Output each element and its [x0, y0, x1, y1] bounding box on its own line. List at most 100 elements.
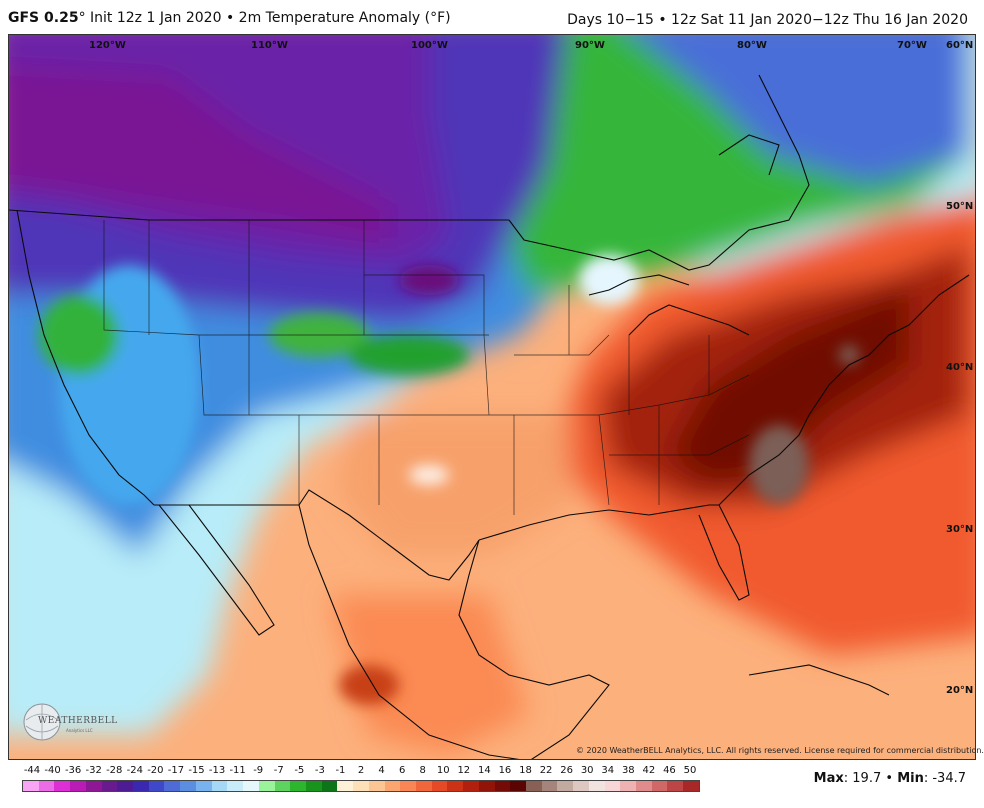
colorbar-swatch	[683, 781, 699, 791]
colorbar-tick-label: -28	[106, 765, 123, 776]
colorbar-swatch	[227, 781, 244, 791]
mexico-gulf-coast	[458, 539, 610, 759]
colorbar-ticks: -44 -40 -36 -32 -28 -24 -20 -17 -15 -13 -11 -9 -7 -5-…	[22, 765, 700, 778]
colorbar-swatch	[415, 781, 432, 791]
lake-erie	[628, 304, 750, 336]
max-value: 19.7	[852, 771, 882, 786]
colorbar-swatch	[211, 781, 228, 791]
colorbar-swatch	[180, 781, 196, 791]
colorbar-tick-label: -24	[126, 765, 143, 776]
colorbar-tick-label: 26	[560, 765, 573, 776]
colorbar-swatch	[148, 781, 165, 791]
lat-label-20n: 20°N	[946, 685, 973, 696]
valid-period: Days 10−15 • 12z Sat 11 Jan 2020−12z Thu…	[567, 12, 968, 28]
colorbar-tick-label: 34	[601, 765, 615, 776]
us-canada-border	[9, 209, 509, 221]
colorbar-tick-label: 30	[580, 765, 594, 776]
variable-name: 2m Temperature Anomaly (°F)	[238, 10, 451, 26]
lat-label-30n: 30°N	[946, 524, 973, 535]
colorbar-tick-label: -40	[44, 765, 61, 776]
colorbar-swatch	[463, 781, 479, 791]
colorbar-swatch	[337, 781, 354, 791]
colorbar	[22, 780, 700, 792]
colorbar-tick-label: 2	[357, 765, 365, 776]
colorbar-swatch	[70, 781, 86, 791]
min-value: -34.7	[932, 771, 966, 786]
colorbar-tick-label: -32	[85, 765, 102, 776]
colorbar-tick-label: -9	[253, 765, 264, 776]
colorbar-swatch	[588, 781, 605, 791]
colorbar-swatch	[400, 781, 416, 791]
colorbar-tick-label: 10	[436, 765, 450, 776]
maxmin-bullet: •	[885, 771, 894, 786]
colorbar-swatch	[573, 781, 589, 791]
colorbar-tick-label: 16	[498, 765, 512, 776]
colorbar-swatch	[117, 781, 134, 791]
colorbar-tick-label: 18	[519, 765, 532, 776]
colorbar-tick-label: -5	[294, 765, 305, 776]
colorbar-swatch	[526, 781, 542, 791]
colorbar-tick-label: 4	[378, 765, 385, 776]
state-lines	[103, 220, 750, 515]
logo-text: WEATHERBELL	[38, 716, 118, 726]
lat-label-40n: 40°N	[946, 362, 973, 373]
map-boundaries	[9, 74, 970, 759]
latitude-labels: 50°N 40°N 30°N 20°N	[946, 201, 973, 696]
colorbar-swatch	[321, 781, 338, 791]
colorbar-tick-label: -17	[167, 765, 185, 776]
anomaly-map: 120°W 110°W 100°W 90°W 80°W 70°W 60°N 50…	[8, 34, 976, 760]
colorbar-swatch	[54, 781, 71, 791]
title-bullet: •	[225, 10, 235, 26]
colorbar-swatch	[384, 781, 401, 791]
colorbar-swatch	[510, 781, 526, 791]
lon-label-90w: 90°W	[575, 40, 605, 51]
colorbar-swatch	[353, 781, 369, 791]
colorbar-tick-label: -15	[188, 765, 205, 776]
colorbar-swatch	[243, 781, 259, 791]
colorbar-tick-label: 12	[457, 765, 471, 776]
colorbar-swatch	[604, 781, 621, 791]
model-name: GFS 0.25	[8, 10, 79, 26]
colorbar-swatch	[431, 781, 448, 791]
colorbar-tick-label: -44	[23, 765, 41, 776]
colorbar-swatch	[651, 781, 668, 791]
colorbar-tick-label: -11	[229, 765, 246, 776]
colorbar-swatch	[195, 781, 212, 791]
us-mexico-border	[154, 489, 480, 581]
cuba-coast	[748, 664, 890, 696]
colorbar-tick-label: 8	[419, 765, 426, 776]
mexico-pacific-coast	[298, 504, 520, 759]
colorbar-tick-label: -36	[64, 765, 82, 776]
lon-label-80w: 80°W	[737, 40, 767, 51]
copyright-notice: © 2020 WeatherBELL Analytics, LLC. All r…	[576, 746, 984, 755]
colorbar-swatch	[23, 781, 39, 791]
colorbar-swatch	[258, 781, 275, 791]
colorbar-tick-label: 42	[642, 765, 656, 776]
colorbar-tick-label: -3	[314, 765, 325, 776]
colorbar-tick-label: -1	[335, 765, 346, 776]
lon-label-70w: 70°W	[897, 40, 927, 51]
colorbar-tick-label: -20	[147, 765, 164, 776]
colorbar-swatch	[494, 781, 511, 791]
hudson-bay-coast	[718, 134, 780, 176]
colorbar-swatch	[620, 781, 637, 791]
init-time: Init 12z 1 Jan 2020	[90, 10, 222, 26]
colorbar-tick-label: 46	[663, 765, 676, 776]
colorbar-swatch	[290, 781, 306, 791]
lon-label-120w: 120°W	[89, 40, 126, 51]
weatherbell-globe-icon	[23, 703, 61, 741]
colorbar-tick-label: 6	[398, 765, 406, 776]
colorbar-swatch	[85, 781, 102, 791]
max-min-readout: Max: 19.7 • Min: -34.7	[813, 771, 966, 786]
great-lakes-border	[508, 74, 810, 271]
colorbar-tick-label: 50	[683, 765, 697, 776]
lake-superior	[588, 274, 690, 296]
colorbar-tick-label: 14	[478, 765, 491, 776]
colorbar-swatch	[101, 781, 118, 791]
colorbar-swatch	[305, 781, 322, 791]
us-west-coast	[16, 209, 155, 506]
map-title: GFS 0.25° Init 12z 1 Jan 2020 • 2m Tempe…	[8, 10, 451, 26]
min-label: Min	[897, 771, 924, 786]
colorbar-swatch	[368, 781, 385, 791]
logo-subtext: Analytics LLC	[66, 728, 93, 733]
